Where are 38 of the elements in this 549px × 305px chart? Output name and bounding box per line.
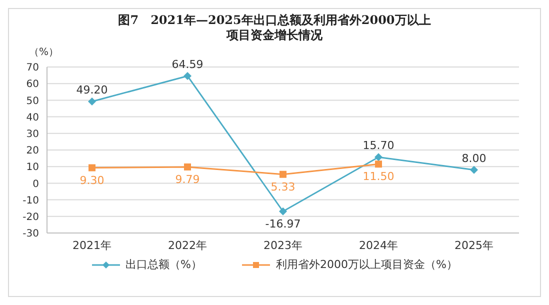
y-tick-label: 30 (26, 128, 39, 140)
point (88, 164, 96, 172)
data-label: 15.70 (362, 139, 394, 152)
x-tick-label: 2024年 (359, 238, 398, 252)
data-label: 9.30 (80, 174, 104, 187)
point (280, 170, 286, 178)
point (88, 98, 96, 106)
y-tick-label: 70 (26, 62, 39, 74)
y-tick-label: 10 (26, 162, 39, 174)
y-tick-label: -30 (22, 228, 39, 240)
data-label: 9.79 (175, 172, 200, 186)
data-label: 64.59 (172, 58, 204, 71)
data-label: -16.97 (265, 217, 301, 230)
y-axis-title: （%） (29, 46, 59, 59)
data-label: 49.20 (76, 84, 108, 97)
y-tick-label: 0 (32, 178, 39, 190)
point (184, 72, 192, 80)
point (374, 153, 382, 162)
chart-title: 图7 2021年—2025年出口总额及利用省外2000万以上项目资金增长情况 (117, 13, 432, 43)
y-tick-label: 50 (26, 96, 39, 107)
point (279, 207, 287, 216)
data-label: 8.00 (462, 152, 486, 165)
y-tick-label: -20 (22, 212, 39, 223)
point (470, 166, 478, 174)
y-tick-label: 20 (26, 146, 39, 157)
data-label: 11.50 (362, 170, 394, 184)
x-tick-label: 2025年 (454, 238, 494, 252)
legend-label: 利用省外2000万以上项目资金（%） (276, 257, 458, 272)
x-tick-label: 2023年 (264, 238, 302, 252)
y-tick-label: -10 (22, 195, 39, 206)
data-label: 5.33 (270, 180, 296, 194)
point (375, 160, 382, 168)
x-tick-label: 2022年 (168, 238, 207, 252)
point (184, 163, 191, 170)
y-tick-label: 40 (26, 112, 39, 124)
y-tick-label: 60 (26, 79, 39, 90)
legend-label: 出口总额（%） (126, 257, 202, 272)
x-tick-label: 2021年 (72, 238, 112, 252)
